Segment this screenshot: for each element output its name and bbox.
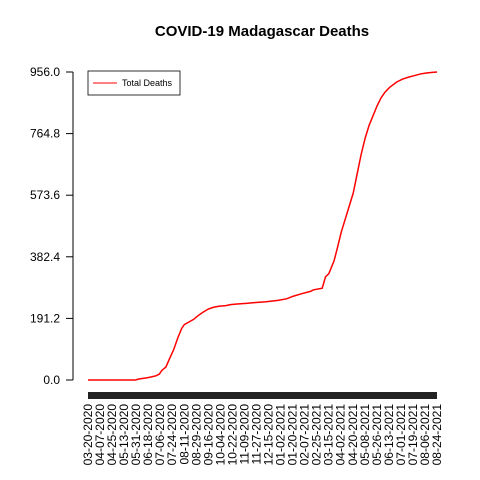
x-tick-label: 06-18-2020 xyxy=(141,404,155,466)
x-tick-label: 07-24-2020 xyxy=(165,404,179,466)
x-tick-label: 02-25-2021 xyxy=(310,404,324,466)
x-tick-label: 06-13-2021 xyxy=(382,404,396,466)
y-tick-label: 956.0 xyxy=(30,65,60,79)
y-axis: 0.0 191.2 382.4 573.6 764.8 956.0 xyxy=(30,65,74,387)
chart-title: COVID-19 Madagascar Deaths xyxy=(155,23,369,40)
x-tick-label: 07-19-2021 xyxy=(406,404,420,466)
x-tick-label: 05-26-2021 xyxy=(370,404,384,466)
x-tick-label: 11-27-2020 xyxy=(249,404,263,465)
x-tick-label: 04-02-2021 xyxy=(334,404,348,466)
x-tick-label: 02-07-2021 xyxy=(298,404,312,466)
x-tick-label: 08-06-2021 xyxy=(418,404,432,466)
x-tick-label: 09-16-2020 xyxy=(201,404,215,466)
x-tick-label: 10-04-2020 xyxy=(213,404,227,466)
x-tick-label: 08-29-2020 xyxy=(189,404,203,466)
x-tick-label: 05-31-2020 xyxy=(129,404,143,466)
series-line-total-deaths xyxy=(88,71,438,381)
y-tick-label: 573.6 xyxy=(30,188,60,202)
x-tick-label: 08-24-2021 xyxy=(430,404,444,466)
plot-area xyxy=(88,71,438,381)
legend: Total Deaths xyxy=(87,70,181,96)
x-tick-label: 12-15-2020 xyxy=(262,404,276,466)
x-axis-tick-band xyxy=(88,392,437,399)
x-tick-label: 04-25-2020 xyxy=(105,404,119,466)
x-tick-label: 01-02-2021 xyxy=(274,404,288,466)
x-tick-label: 03-20-2020 xyxy=(81,404,95,466)
legend-label-total-deaths: Total Deaths xyxy=(122,78,173,88)
x-tick-label: 05-13-2020 xyxy=(117,404,131,466)
y-tick-label: 382.4 xyxy=(30,250,60,264)
y-tick-label: 191.2 xyxy=(30,311,60,325)
x-axis: 03-20-202004-07-202004-25-202005-13-2020… xyxy=(81,392,444,465)
x-tick-label: 07-06-2020 xyxy=(153,404,167,466)
x-tick-label: 10-22-2020 xyxy=(225,404,239,466)
x-tick-label: 03-15-2021 xyxy=(322,404,336,466)
x-tick-label: 05-08-2021 xyxy=(358,404,372,466)
x-tick-label: 01-20-2021 xyxy=(286,404,300,466)
x-tick-label: 04-20-2021 xyxy=(346,404,360,466)
x-tick-label: 04-07-2020 xyxy=(93,404,107,466)
x-tick-label: 07-01-2021 xyxy=(394,404,408,466)
y-tick-label: 764.8 xyxy=(30,127,60,141)
x-tick-label: 11-09-2020 xyxy=(237,404,251,465)
y-tick-label: 0.0 xyxy=(43,373,60,387)
x-tick-label: 08-11-2020 xyxy=(177,404,191,465)
